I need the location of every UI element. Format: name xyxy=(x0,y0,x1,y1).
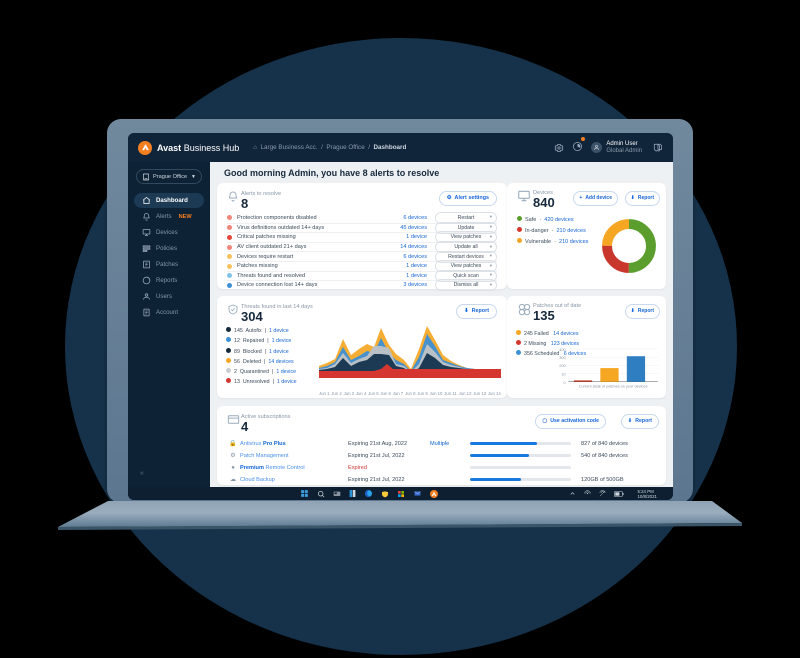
svg-text:200: 200 xyxy=(559,364,565,368)
svg-text:Current state of patches on yo: Current state of patches on your devices xyxy=(579,385,648,389)
svg-text:400: 400 xyxy=(559,348,565,352)
svg-text:10: 10 xyxy=(561,372,565,376)
svg-text:0: 0 xyxy=(564,381,566,385)
svg-text:300: 300 xyxy=(559,356,565,360)
